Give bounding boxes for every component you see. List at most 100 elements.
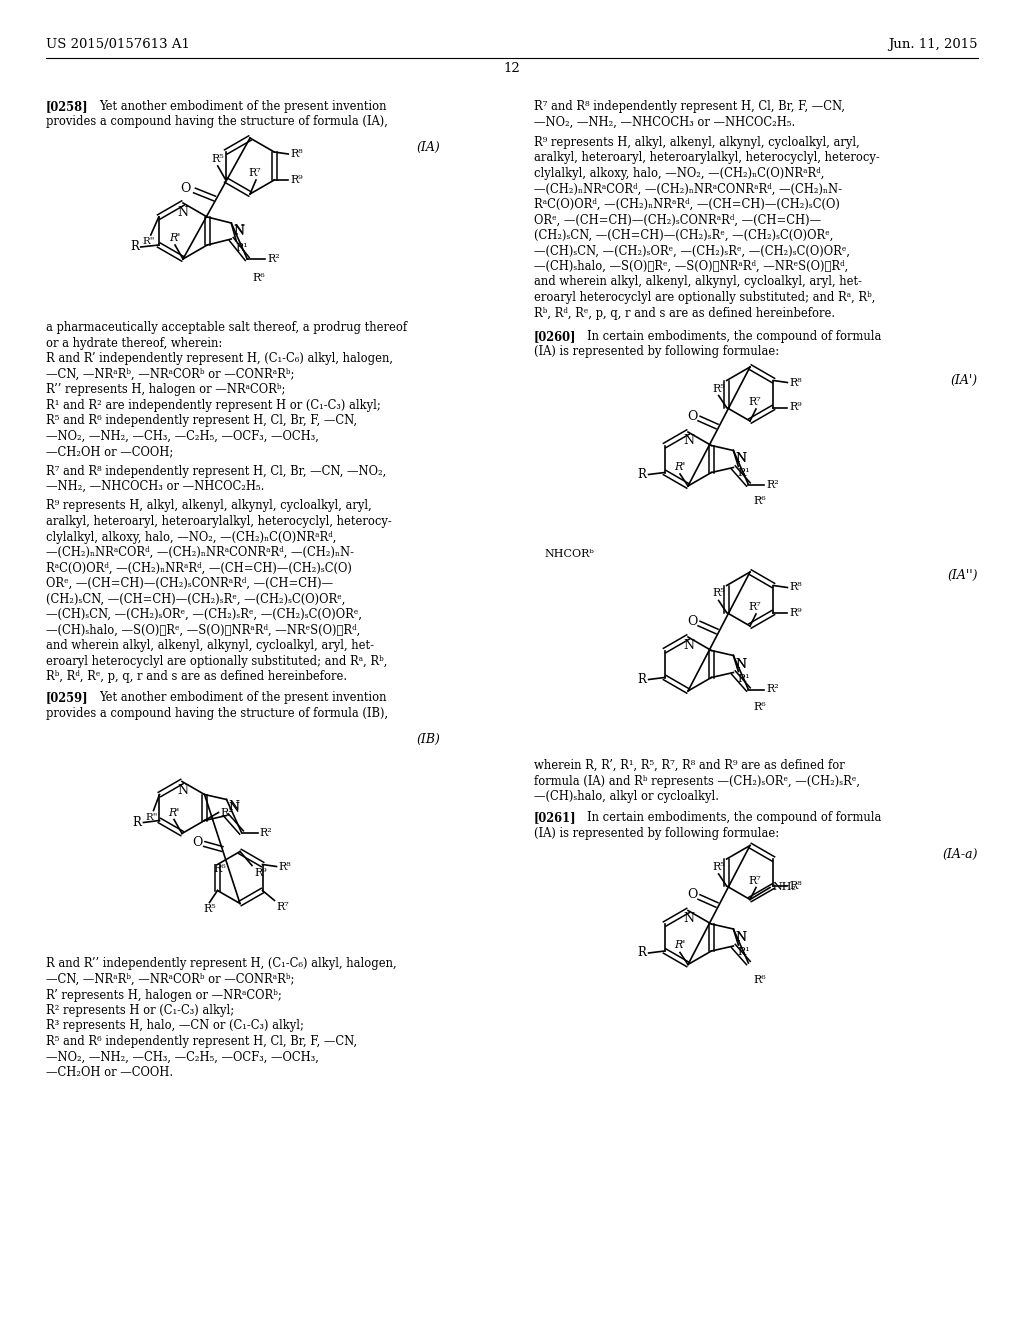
Text: provides a compound having the structure of formula (IA),: provides a compound having the structure… xyxy=(46,116,388,128)
Text: R: R xyxy=(130,240,138,253)
Text: [0259]: [0259] xyxy=(46,692,89,705)
Text: (IA): (IA) xyxy=(416,141,440,154)
Text: N: N xyxy=(177,784,188,796)
Text: R⁵: R⁵ xyxy=(713,384,725,393)
Text: NHCORᵇ: NHCORᵇ xyxy=(544,549,594,558)
Text: N: N xyxy=(683,912,694,925)
Text: N: N xyxy=(233,224,245,238)
Text: —(CH)ₛhalo, —S(O)₝Rᵉ, —S(O)₝NRᵃRᵈ, —NRᵉS(O)₝Rᵈ,: —(CH)ₛhalo, —S(O)₝Rᵉ, —S(O)₝NRᵃRᵈ, —NRᵉS… xyxy=(534,260,848,273)
Text: R³: R³ xyxy=(220,808,233,817)
Text: aralkyl, heteroaryl, heteroarylalkyl, heterocyclyl, heterocy-: aralkyl, heteroaryl, heteroarylalkyl, he… xyxy=(534,152,880,165)
Text: R⁸: R⁸ xyxy=(790,378,802,388)
Text: O: O xyxy=(687,411,697,422)
Text: R': R' xyxy=(675,462,686,473)
Text: N: N xyxy=(228,801,240,814)
Text: N: N xyxy=(735,453,746,466)
Text: [0258]: [0258] xyxy=(46,100,89,114)
Text: R⁸: R⁸ xyxy=(290,149,303,158)
Text: In certain embodiments, the compound of formula: In certain embodiments, the compound of … xyxy=(587,812,882,825)
Text: R² represents H or (C₁-C₃) alkyl;: R² represents H or (C₁-C₃) alkyl; xyxy=(46,1005,234,1016)
Text: (CH₂)ₛCN, —(CH=CH)—(CH₂)ₛRᵉ, —(CH₂)ₛC(O)ORᵉ,: (CH₂)ₛCN, —(CH=CH)—(CH₂)ₛRᵉ, —(CH₂)ₛC(O)… xyxy=(46,593,345,606)
Text: R⁹: R⁹ xyxy=(254,867,266,878)
Text: —NH₂, —NHCOCH₃ or —NHCOC₂H₅.: —NH₂, —NHCOCH₃ or —NHCOC₂H₅. xyxy=(46,480,264,492)
Text: N: N xyxy=(233,224,245,238)
Text: N: N xyxy=(735,657,746,671)
Text: R": R" xyxy=(142,238,155,246)
Text: O: O xyxy=(193,836,203,849)
Text: (IA) is represented by following formulae:: (IA) is represented by following formula… xyxy=(534,346,779,359)
Text: R⁵: R⁵ xyxy=(203,904,216,915)
Text: R’ represents H, halogen or —NRᵃCORᵇ;: R’ represents H, halogen or —NRᵃCORᵇ; xyxy=(46,989,282,1002)
Text: Rᵇ, Rᵈ, Rᵉ, p, q, r and s are as defined hereinbefore.: Rᵇ, Rᵈ, Rᵉ, p, q, r and s are as defined… xyxy=(46,671,347,682)
Text: (IB): (IB) xyxy=(416,733,440,746)
Text: clylalkyl, alkoxy, halo, —NO₂, —(CH₂)ₙC(O)NRᵃRᵈ,: clylalkyl, alkoxy, halo, —NO₂, —(CH₂)ₙC(… xyxy=(46,531,336,544)
Text: R⁵ and R⁶ independently represent H, Cl, Br, F, —CN,: R⁵ and R⁶ independently represent H, Cl,… xyxy=(46,1035,357,1048)
Text: R⁵: R⁵ xyxy=(211,154,224,164)
Text: —CH₂OH or —COOH;: —CH₂OH or —COOH; xyxy=(46,445,173,458)
Text: R⁷: R⁷ xyxy=(276,903,289,912)
Text: R⁸: R⁸ xyxy=(790,880,802,891)
Text: R⁶: R⁶ xyxy=(214,863,226,874)
Text: Rᵇ, Rᵈ, Rᵉ, p, q, r and s are as defined hereinbefore.: Rᵇ, Rᵈ, Rᵉ, p, q, r and s are as defined… xyxy=(534,306,836,319)
Text: R: R xyxy=(638,469,646,480)
Text: N: N xyxy=(683,639,694,652)
Text: (IA''): (IA'') xyxy=(947,569,978,582)
Text: clylalkyl, alkoxy, halo, —NO₂, —(CH₂)ₙC(O)NRᵃRᵈ,: clylalkyl, alkoxy, halo, —NO₂, —(CH₂)ₙC(… xyxy=(534,168,824,180)
Text: R¹: R¹ xyxy=(737,469,750,479)
Text: N: N xyxy=(228,800,240,813)
Text: ORᵉ, —(CH=CH)—(CH₂)ₛCONRᵃRᵈ, —(CH=CH)—: ORᵉ, —(CH=CH)—(CH₂)ₛCONRᵃRᵈ, —(CH=CH)— xyxy=(534,214,821,227)
Text: N: N xyxy=(735,453,746,466)
Text: R: R xyxy=(638,946,646,960)
Text: R⁸: R⁸ xyxy=(279,862,291,871)
Text: R⁹ represents H, alkyl, alkenyl, alkynyl, cycloalkyl, aryl,: R⁹ represents H, alkyl, alkenyl, alkynyl… xyxy=(534,136,860,149)
Text: —CN, —NRᵃRᵇ, —NRᵃCORᵇ or —CONRᵃRᵇ;: —CN, —NRᵃRᵇ, —NRᵃCORᵇ or —CONRᵃRᵇ; xyxy=(46,367,294,380)
Text: —NO₂, —NH₂, —NHCOCH₃ or —NHCOC₂H₅.: —NO₂, —NH₂, —NHCOCH₃ or —NHCOC₂H₅. xyxy=(534,116,796,128)
Text: NH₂: NH₂ xyxy=(772,883,796,892)
Text: wherein R, R’, R¹, R⁵, R⁷, R⁸ and R⁹ are as defined for: wherein R, R’, R¹, R⁵, R⁷, R⁸ and R⁹ are… xyxy=(534,759,845,772)
Text: and wherein alkyl, alkenyl, alkynyl, cycloalkyl, aryl, het-: and wherein alkyl, alkenyl, alkynyl, cyc… xyxy=(534,276,862,289)
Text: US 2015/0157613 A1: US 2015/0157613 A1 xyxy=(46,38,189,51)
Text: R⁷: R⁷ xyxy=(749,875,761,886)
Text: R": R" xyxy=(145,813,158,821)
Text: N: N xyxy=(683,434,694,447)
Text: N: N xyxy=(735,931,746,944)
Text: ORᵉ, —(CH=CH)—(CH₂)ₛCONRᵃRᵈ, —(CH=CH)—: ORᵉ, —(CH=CH)—(CH₂)ₛCONRᵃRᵈ, —(CH=CH)— xyxy=(46,577,333,590)
Text: R': R' xyxy=(675,940,686,950)
Text: —CN, —NRᵃRᵇ, —NRᵃCORᵇ or —CONRᵃRᵇ;: —CN, —NRᵃRᵇ, —NRᵃCORᵇ or —CONRᵃRᵇ; xyxy=(46,973,294,986)
Text: R⁸: R⁸ xyxy=(790,582,802,593)
Text: R¹: R¹ xyxy=(737,673,750,684)
Text: RᵃC(O)ORᵈ, —(CH₂)ₙNRᵃRᵈ, —(CH=CH)—(CH₂)ₛC(O): RᵃC(O)ORᵈ, —(CH₂)ₙNRᵃRᵈ, —(CH=CH)—(CH₂)ₛ… xyxy=(46,561,352,574)
Text: (IA) is represented by following formulae:: (IA) is represented by following formula… xyxy=(534,828,779,840)
Text: In certain embodiments, the compound of formula: In certain embodiments, the compound of … xyxy=(587,330,882,343)
Text: R: R xyxy=(133,816,141,829)
Text: R': R' xyxy=(168,808,179,817)
Text: Yet another embodiment of the present invention: Yet another embodiment of the present in… xyxy=(99,100,386,114)
Text: R⁹ represents H, alkyl, alkenyl, alkynyl, cycloalkyl, aryl,: R⁹ represents H, alkyl, alkenyl, alkynyl… xyxy=(46,499,372,512)
Text: R⁷ and R⁸ independently represent H, Cl, Br, —CN, —NO₂,: R⁷ and R⁸ independently represent H, Cl,… xyxy=(46,465,386,478)
Text: Jun. 11, 2015: Jun. 11, 2015 xyxy=(889,38,978,51)
Text: R¹: R¹ xyxy=(236,243,248,253)
Text: R³ represents H, halo, —CN or (C₁-C₃) alkyl;: R³ represents H, halo, —CN or (C₁-C₃) al… xyxy=(46,1019,304,1032)
Text: R⁶: R⁶ xyxy=(754,975,766,985)
Text: (CH₂)ₛCN, —(CH=CH)—(CH₂)ₛRᵉ, —(CH₂)ₛC(O)ORᵉ,: (CH₂)ₛCN, —(CH=CH)—(CH₂)ₛRᵉ, —(CH₂)ₛC(O)… xyxy=(534,228,834,242)
Text: a pharmaceutically acceptable salt thereof, a prodrug thereof: a pharmaceutically acceptable salt there… xyxy=(46,321,408,334)
Text: —NO₂, —NH₂, —CH₃, —C₂H₅, —OCF₃, —OCH₃,: —NO₂, —NH₂, —CH₃, —C₂H₅, —OCF₃, —OCH₃, xyxy=(46,429,318,442)
Text: N: N xyxy=(177,206,188,219)
Text: R²: R² xyxy=(766,479,779,490)
Text: R⁵: R⁵ xyxy=(713,589,725,598)
Text: [0260]: [0260] xyxy=(534,330,577,343)
Text: R⁶: R⁶ xyxy=(252,273,265,282)
Text: —(CH)ₛCN, —(CH₂)ₛORᵉ, —(CH₂)ₛRᵉ, —(CH₂)ₛC(O)ORᵉ,: —(CH)ₛCN, —(CH₂)ₛORᵉ, —(CH₂)ₛRᵉ, —(CH₂)ₛ… xyxy=(534,244,850,257)
Text: R⁹: R⁹ xyxy=(790,403,802,412)
Text: R⁷: R⁷ xyxy=(249,168,261,178)
Text: R¹ and R² are independently represent H or (C₁-C₃) alkyl;: R¹ and R² are independently represent H … xyxy=(46,399,381,412)
Text: R⁷: R⁷ xyxy=(749,397,761,407)
Text: 12: 12 xyxy=(504,62,520,75)
Text: N: N xyxy=(735,931,746,944)
Text: eroaryl heterocyclyl are optionally substituted; and Rᵃ, Rᵇ,: eroaryl heterocyclyl are optionally subs… xyxy=(534,290,876,304)
Text: R⁶: R⁶ xyxy=(754,701,766,711)
Text: RᵃC(O)ORᵈ, —(CH₂)ₙNRᵃRᵈ, —(CH=CH)—(CH₂)ₛC(O): RᵃC(O)ORᵈ, —(CH₂)ₙNRᵃRᵈ, —(CH=CH)—(CH₂)ₛ… xyxy=(534,198,840,211)
Text: R⁵ and R⁶ independently represent H, Cl, Br, F, —CN,: R⁵ and R⁶ independently represent H, Cl,… xyxy=(46,414,357,426)
Text: R': R' xyxy=(169,234,180,243)
Text: —(CH)ₛhalo, —S(O)₝Rᵉ, —S(O)₝NRᵃRᵈ, —NRᵉS(O)₝Rᵈ,: —(CH)ₛhalo, —S(O)₝Rᵉ, —S(O)₝NRᵃRᵈ, —NRᵉS… xyxy=(46,623,360,636)
